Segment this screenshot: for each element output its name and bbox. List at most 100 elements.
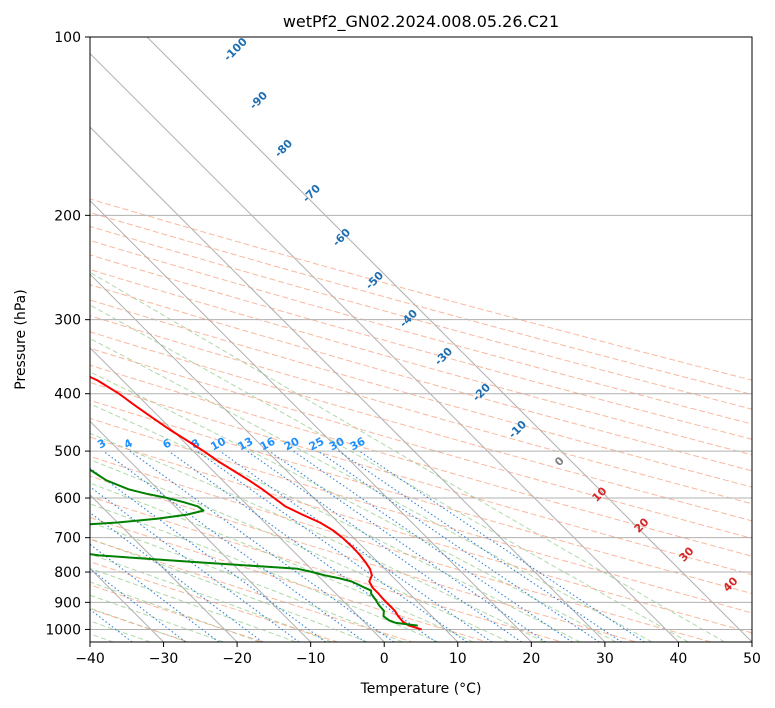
y-tick-label: 900 xyxy=(54,595,81,611)
x-tick-label: 30 xyxy=(596,651,614,667)
moist-adiabat-label: -100 xyxy=(221,35,250,64)
isotherm-line xyxy=(90,347,385,642)
moist-adiabat-label: -30 xyxy=(432,345,455,368)
isotherm-line xyxy=(90,420,312,642)
dry-adiabat xyxy=(90,198,752,381)
moist-adiabat xyxy=(90,459,509,642)
dry-adiabat xyxy=(90,538,413,642)
moist-adiabat xyxy=(90,553,332,642)
dry-adiabat xyxy=(90,239,752,425)
dry-adiabat xyxy=(90,455,711,642)
moist-adiabat xyxy=(90,538,368,642)
moist-adiabat-label: 0 xyxy=(552,454,567,469)
isotherm-line xyxy=(90,52,679,642)
dry-adiabat xyxy=(90,299,752,488)
moist-adiabat xyxy=(0,37,76,642)
moist-adiabat-label: 10 xyxy=(590,484,610,504)
mixing-ratio-label: 10 xyxy=(208,435,228,454)
moist-adiabat xyxy=(90,403,581,642)
plot-frame xyxy=(89,36,753,643)
skewed-isotherms xyxy=(90,37,752,642)
x-tick-label: −40 xyxy=(75,651,105,667)
y-tick-label: 500 xyxy=(54,444,81,460)
mixing-ratio-lines xyxy=(90,450,645,642)
mixing-ratio-line xyxy=(293,450,573,642)
mixing-ratio-label: 4 xyxy=(122,436,135,451)
dewpoint-profile-line xyxy=(90,468,418,627)
isotherm-line xyxy=(90,494,238,642)
dry-adiabat xyxy=(90,399,752,595)
mixing-ratio-line xyxy=(219,450,493,642)
y-axis-title: Pressure (hPa) xyxy=(13,289,29,389)
mixing-ratio-label: 3 xyxy=(95,436,108,451)
chart-title: wetPf2_GN02.2024.008.05.26.C21 xyxy=(283,12,559,32)
moist-adiabat xyxy=(90,432,545,642)
dry-adiabat xyxy=(90,584,264,642)
moist-adiabat-label: -80 xyxy=(272,137,295,160)
moist-adiabat xyxy=(90,567,297,642)
x-tick-label: 0 xyxy=(380,651,389,667)
mixing-ratio-line xyxy=(102,450,366,642)
moist-adiabat xyxy=(90,482,474,642)
mixing-ratio-line xyxy=(338,450,622,642)
mixing-ratio-label: 1 xyxy=(1,436,14,451)
mixing-ratio-line xyxy=(90,543,220,642)
mixing-ratio-line xyxy=(358,450,645,642)
isotherm-line xyxy=(90,199,532,642)
y-tick-label: 700 xyxy=(54,531,81,547)
pressure-gridlines xyxy=(90,37,752,630)
dry-adiabat xyxy=(90,495,562,642)
y-tick-label: 300 xyxy=(54,313,81,329)
moist-adiabat-label: -90 xyxy=(247,89,270,112)
dry-adiabat xyxy=(90,364,752,557)
dry-adiabats xyxy=(90,198,752,642)
dry-adiabat xyxy=(90,225,752,410)
x-tick-label: 10 xyxy=(449,651,467,667)
x-tick-label: 20 xyxy=(522,651,540,667)
dry-adiabat xyxy=(90,381,752,576)
isotherm-line xyxy=(146,37,752,642)
mixing-ratio-label: 13 xyxy=(236,435,256,454)
x-tick-label: −30 xyxy=(149,651,179,667)
dry-adiabat xyxy=(90,331,752,522)
moist-adiabat xyxy=(90,271,725,642)
temperature-profile-line xyxy=(90,375,422,631)
x-tick-label: 50 xyxy=(743,651,761,667)
moist-adiabat-label: 40 xyxy=(721,574,741,594)
y-tick-label: 400 xyxy=(54,387,81,403)
moist-adiabat xyxy=(90,503,439,642)
plot-area: 0.10.20.40.611.52346810131620253036-100-… xyxy=(0,35,752,642)
mixing-ratio-label: 30 xyxy=(327,435,347,454)
dry-adiabat xyxy=(90,269,752,456)
moist-adiabat-label: -40 xyxy=(397,307,420,330)
y-axis: 100 200 300 400 500 600 700 800 900 1000 xyxy=(45,30,90,638)
dry-adiabat xyxy=(90,315,752,505)
mixing-ratio-line xyxy=(268,450,546,642)
y-tick-label: 100 xyxy=(54,30,81,46)
y-tick-label: 600 xyxy=(54,491,81,507)
moist-adiabat-label: 30 xyxy=(677,544,697,564)
moist-adiabat xyxy=(90,304,689,642)
mixing-ratio-label: 1.5 xyxy=(29,434,52,455)
dry-adiabat xyxy=(90,417,752,614)
isopleth-labels: 0.10.20.40.611.52346810131620253036-100-… xyxy=(1,35,741,595)
isotherm-line xyxy=(90,126,606,642)
moist-adiabat-label: -60 xyxy=(330,226,353,249)
dry-adiabat xyxy=(90,436,752,634)
profile-series xyxy=(90,375,422,631)
isotherm-line xyxy=(90,273,459,642)
y-tick-label: 800 xyxy=(54,565,81,581)
moist-adiabat-label: -70 xyxy=(300,182,323,205)
mixing-ratio-label: 16 xyxy=(258,435,278,454)
mixing-ratio-line xyxy=(196,450,468,642)
moist-adiabat xyxy=(90,338,653,642)
moist-adiabat xyxy=(90,521,403,642)
y-tick-label: 1000 xyxy=(45,622,81,638)
x-tick-label: 40 xyxy=(670,651,688,667)
mixing-ratio-label: 6 xyxy=(161,436,174,451)
mixing-ratio-label: 25 xyxy=(307,435,327,454)
x-tick-label: −20 xyxy=(222,651,252,667)
y-tick-label: 200 xyxy=(54,208,81,224)
mixing-ratio-line xyxy=(129,450,395,642)
